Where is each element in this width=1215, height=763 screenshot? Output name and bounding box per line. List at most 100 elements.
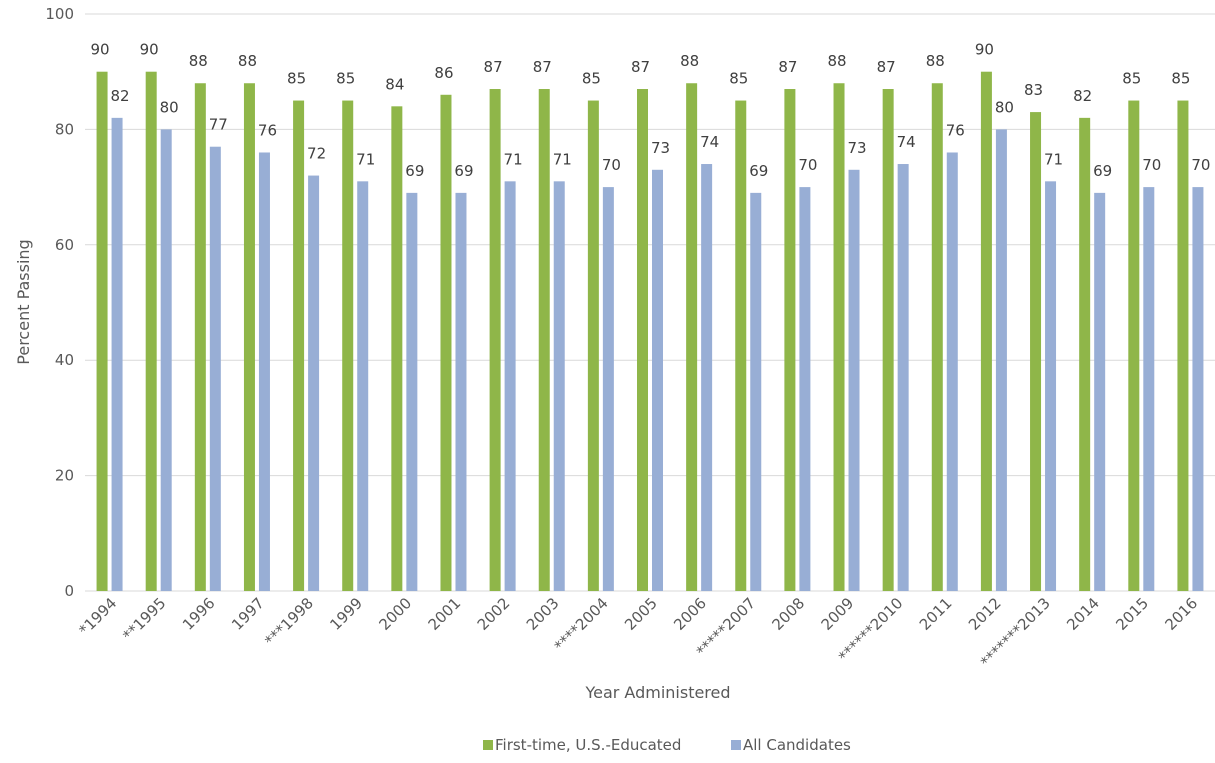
- bar-first-time-8: [489, 89, 501, 591]
- x-tick-label: 1999: [326, 594, 366, 634]
- data-label: 69: [749, 162, 768, 180]
- data-label: 72: [307, 145, 326, 163]
- bar-all-candidates-18: [995, 129, 1007, 591]
- bar-all-candidates-20: [1094, 192, 1106, 591]
- bar-all-candidates-7: [455, 192, 467, 591]
- data-label: 69: [1093, 162, 1112, 180]
- x-tick-label: 2014: [1063, 594, 1103, 634]
- x-tick-label: 2015: [1112, 594, 1152, 634]
- data-label: 76: [258, 121, 277, 139]
- data-label: 87: [631, 58, 650, 76]
- data-label: 85: [287, 70, 306, 88]
- data-label: 85: [582, 70, 601, 88]
- data-label: 80: [160, 98, 179, 116]
- data-label: 69: [454, 162, 473, 180]
- data-label: 70: [1142, 156, 1161, 174]
- bar-first-time-16: [882, 89, 894, 591]
- x-tick-label: 2012: [965, 594, 1005, 634]
- bar-all-candidates-17: [946, 152, 958, 592]
- bar-all-candidates-3: [258, 152, 270, 592]
- y-tick-label: 60: [55, 236, 74, 254]
- data-label: 88: [680, 52, 699, 70]
- data-label: 90: [91, 41, 110, 59]
- bar-all-candidates-14: [799, 187, 811, 591]
- bar-all-candidates-9: [553, 181, 565, 591]
- data-label: 71: [356, 150, 375, 168]
- data-label: 74: [897, 133, 916, 151]
- y-tick-label: 20: [55, 467, 74, 485]
- x-axis-ticks: *1994**1995 1996 1997***1998 1999 2000 2001 20…: [75, 594, 1201, 671]
- data-label: 69: [405, 162, 424, 180]
- data-label: 70: [798, 156, 817, 174]
- y-axis-title: Percent Passing: [14, 239, 33, 364]
- bar-all-candidates-1: [160, 129, 172, 591]
- bar-first-time-15: [833, 83, 845, 592]
- data-label: 90: [140, 41, 159, 59]
- bar-first-time-14: [784, 89, 796, 591]
- x-tick-label: 2006: [670, 594, 710, 634]
- data-label: 76: [946, 121, 965, 139]
- x-tick-label: 2002: [474, 594, 514, 634]
- data-label: 82: [111, 87, 130, 105]
- legend-label-first-time: First-time, U.S.-Educated: [495, 736, 681, 754]
- legend-swatch-all-candidates: [731, 740, 741, 750]
- data-label: 74: [700, 133, 719, 151]
- bar-first-time-6: [391, 106, 403, 591]
- data-labels: 90 82 90 80 88 77 88 76 85 72 85 71 84 69 86 69 87 71 87 71…: [91, 41, 1211, 180]
- data-label: 82: [1073, 87, 1092, 105]
- y-tick-label: 40: [55, 351, 74, 369]
- data-label: 85: [1171, 70, 1190, 88]
- data-label: 70: [602, 156, 621, 174]
- bar-all-candidates-4: [308, 175, 320, 591]
- bar-all-candidates-19: [1045, 181, 1057, 591]
- bar-first-time-0: [96, 71, 108, 591]
- x-tick-label: 2008: [768, 594, 808, 634]
- data-label: 73: [847, 139, 866, 157]
- x-tick-label: 2001: [425, 594, 465, 634]
- bar-all-candidates-2: [209, 146, 221, 591]
- bar-all-candidates-13: [750, 192, 762, 591]
- data-label: 84: [385, 75, 404, 93]
- x-tick-label: 2016: [1162, 594, 1202, 634]
- data-label: 83: [1024, 81, 1043, 99]
- data-label: 87: [778, 58, 797, 76]
- bar-all-candidates-16: [897, 164, 909, 591]
- x-tick-label: 1997: [228, 594, 268, 634]
- data-label: 87: [484, 58, 503, 76]
- legend: First-time, U.S.-Educated All Candidates: [483, 736, 851, 754]
- data-label: 80: [995, 98, 1014, 116]
- bar-first-time-3: [243, 83, 255, 592]
- data-label: 88: [926, 52, 945, 70]
- bar-all-candidates-22: [1192, 187, 1204, 591]
- data-label: 71: [504, 150, 523, 168]
- x-tick-label: 2000: [375, 594, 415, 634]
- data-label: 85: [729, 70, 748, 88]
- bar-first-time-13: [735, 100, 747, 592]
- bar-all-candidates-5: [357, 181, 369, 591]
- bar-first-time-10: [587, 100, 599, 592]
- bar-first-time-11: [637, 89, 648, 591]
- bar-all-candidates-12: [701, 164, 713, 591]
- x-tick-label: 2003: [523, 594, 563, 634]
- data-label: 70: [1191, 156, 1210, 174]
- bar-first-time-21: [1128, 100, 1140, 592]
- data-label: 87: [877, 58, 896, 76]
- bar-first-time-17: [931, 83, 943, 592]
- bar-all-candidates-15: [848, 169, 860, 592]
- x-tick-label: 2009: [818, 594, 858, 634]
- bar-first-time-12: [686, 83, 698, 592]
- data-label: 77: [209, 116, 228, 134]
- x-tick-label: ***1998: [261, 594, 317, 650]
- data-label: 90: [975, 41, 994, 59]
- bar-all-candidates-0: [111, 117, 123, 592]
- y-axis-ticks: 0 20 40 60 80 100: [45, 5, 74, 600]
- bar-all-candidates-11: [652, 169, 663, 592]
- bars: [96, 71, 1204, 592]
- data-label: 88: [238, 52, 257, 70]
- x-tick-label: 1996: [179, 594, 219, 634]
- data-label: 85: [336, 70, 355, 88]
- bar-first-time-7: [440, 94, 452, 591]
- y-tick-label: 0: [64, 582, 74, 600]
- data-label: 87: [533, 58, 552, 76]
- y-tick-label: 100: [45, 5, 74, 23]
